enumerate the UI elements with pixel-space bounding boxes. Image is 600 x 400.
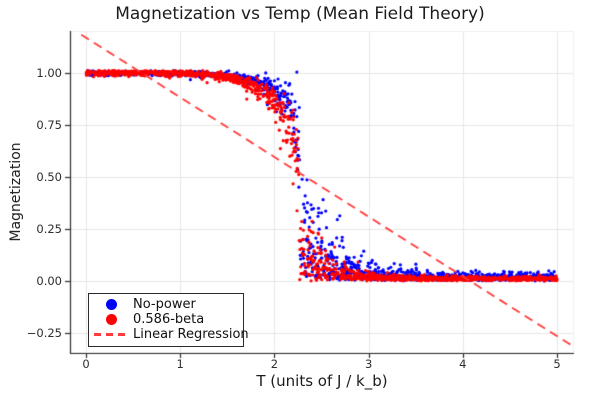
x-tick-label: 3 <box>364 357 373 371</box>
red-dashed-line-icon <box>94 333 128 336</box>
y-tick-label: 1.00 <box>36 65 62 80</box>
x-tick-label: 5 <box>553 357 561 371</box>
y-tick-label: 0.50 <box>36 169 62 184</box>
chart-title: Magnetization vs Temp (Mean Field Theory… <box>115 4 485 24</box>
y-tick-label: −0.25 <box>26 325 62 340</box>
x-tick-label: 1 <box>176 357 184 371</box>
y-tick-label: 0.00 <box>36 273 62 288</box>
x-axis-label: T (units of J / k_b) <box>256 372 388 390</box>
legend-marker-cell <box>89 314 133 325</box>
x-tick-label: 0 <box>82 357 90 371</box>
legend-label-no-power: No-power <box>133 297 196 312</box>
red-circle-marker-icon <box>105 314 117 325</box>
blue-circle-marker-icon <box>105 299 117 310</box>
legend-entry-beta: 0.586-beta <box>89 312 243 327</box>
legend-marker-cell <box>89 333 133 336</box>
legend-entry-regression: Linear Regression <box>89 327 249 342</box>
legend-label-regression: Linear Regression <box>133 327 249 342</box>
legend-entry-no-power: No-power <box>89 297 243 312</box>
y-tick-label: 0.25 <box>36 221 62 236</box>
x-tick-label: 4 <box>459 357 467 371</box>
y-tick-label: 0.75 <box>36 117 62 132</box>
legend: No-power 0.586-beta Linear Regression <box>88 293 249 347</box>
legend-label-beta: 0.586-beta <box>133 312 205 327</box>
x-tick-label: 2 <box>270 357 279 371</box>
legend-marker-cell <box>89 299 133 310</box>
